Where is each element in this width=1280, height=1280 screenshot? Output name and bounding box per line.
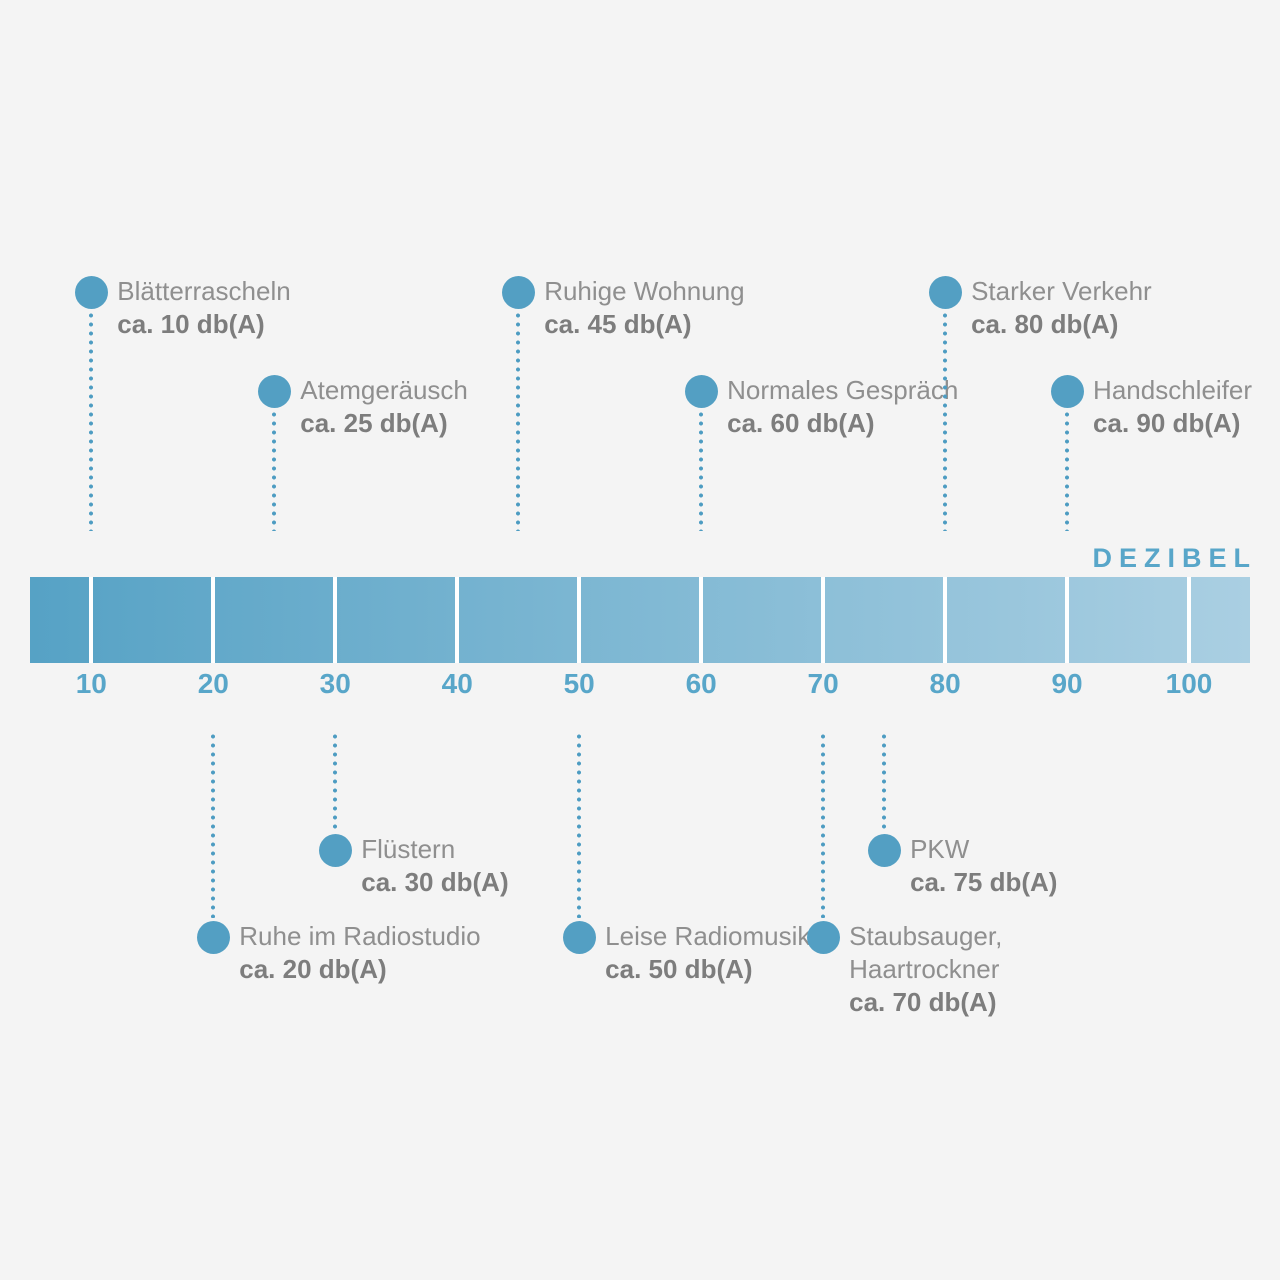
tick-separator [211, 577, 216, 663]
marker-label: Flüstern ca. 30 db(A) [361, 833, 508, 899]
marker-dot [74, 275, 108, 309]
tick-separator [89, 577, 94, 663]
tick-separator [1065, 577, 1070, 663]
marker-label: Handschleifer ca. 90 db(A) [1093, 374, 1252, 440]
marker-value-label: ca. 25 db(A) [300, 408, 448, 438]
tick-separator [699, 577, 704, 663]
tick-label: 80 [929, 668, 961, 699]
marker-label-line: Blätterrascheln [117, 276, 291, 306]
marker-dot [501, 275, 535, 309]
marker-label-line: Handschleifer [1093, 375, 1253, 405]
marker-dot [684, 374, 718, 408]
marker-label: Leise Radiomusik ca. 50 db(A) [605, 920, 810, 986]
tick-label: 90 [1051, 668, 1083, 699]
leader-dotted-line [699, 410, 704, 531]
marker-label: PKW ca. 75 db(A) [910, 833, 1057, 899]
marker-label-line: Atemgeräusch [300, 375, 468, 405]
tick-label: 40 [441, 668, 473, 699]
tick-label: 60 [685, 668, 717, 699]
tick-separator [455, 577, 460, 663]
leader-dotted-line [882, 732, 887, 831]
marker-label-line: Leise Radiomusik [605, 921, 811, 951]
tick-label: 10 [75, 668, 107, 699]
marker-dot [928, 275, 962, 309]
marker-label-line: PKW [910, 834, 970, 864]
marker-dot [562, 920, 596, 954]
marker-label: Normales Gespräch ca. 60 db(A) [727, 374, 958, 440]
marker-value-label: ca. 70 db(A) [849, 987, 997, 1017]
leader-dotted-line [943, 311, 948, 531]
marker-dot [196, 920, 230, 954]
tick-separator [1187, 577, 1192, 663]
marker-dot [806, 920, 840, 954]
marker-label: Blätterrascheln ca. 10 db(A) [117, 275, 290, 341]
marker-label-line: Haartrockner [849, 954, 1000, 984]
marker-value-label: ca. 60 db(A) [727, 408, 875, 438]
marker-label: Starker Verkehr ca. 80 db(A) [971, 275, 1152, 341]
marker-dot [257, 374, 291, 408]
marker-value-label: ca. 50 db(A) [605, 954, 753, 984]
tick-label: 100 [1165, 668, 1213, 699]
tick-label: 70 [807, 668, 839, 699]
marker-label: Atemgeräusch ca. 25 db(A) [300, 374, 468, 440]
marker-label-line: Staubsauger, [849, 921, 1003, 951]
marker-dot [867, 833, 901, 867]
marker-value-label: ca. 75 db(A) [910, 867, 1058, 897]
leader-dotted-line [1065, 410, 1070, 531]
marker-label-line: Ruhige Wohnung [544, 276, 745, 306]
tick-separator [821, 577, 826, 663]
leader-dotted-line [211, 732, 216, 918]
marker-value-label: ca. 45 db(A) [544, 309, 692, 339]
marker-value-label: ca. 80 db(A) [971, 309, 1119, 339]
tick-separator [943, 577, 948, 663]
marker-label: Ruhige Wohnung ca. 45 db(A) [544, 275, 744, 341]
marker-label: Ruhe im Radiostudio ca. 20 db(A) [239, 920, 480, 986]
marker-value-label: ca. 30 db(A) [361, 867, 509, 897]
marker-value-label: ca. 20 db(A) [239, 954, 387, 984]
leader-dotted-line [577, 732, 582, 918]
leader-dotted-line [89, 311, 94, 531]
marker-label-line: Flüstern [361, 834, 456, 864]
marker-label-line: Normales Gespräch [727, 375, 959, 405]
marker-label: Staubsauger, Haartrockner ca. 70 db(A) [849, 920, 1002, 1019]
tick-separator [333, 577, 338, 663]
marker-value-label: ca. 90 db(A) [1093, 408, 1241, 438]
decibel-gradient-bar [30, 577, 1250, 663]
marker-value-label: ca. 10 db(A) [117, 309, 265, 339]
tick-label: 30 [319, 668, 351, 699]
marker-label-line: Ruhe im Radiostudio [239, 921, 481, 951]
leader-dotted-line [272, 410, 277, 531]
leader-dotted-line [516, 311, 521, 531]
marker-dot [1050, 374, 1084, 408]
tick-label: 20 [197, 668, 229, 699]
leader-dotted-line [821, 732, 826, 918]
axis-title-dezibel: DEZIBEL [1092, 543, 1257, 573]
tick-label: 50 [563, 668, 595, 699]
marker-dot [318, 833, 352, 867]
leader-dotted-line [333, 732, 338, 831]
marker-label-line: Starker Verkehr [971, 276, 1152, 306]
tick-separator [577, 577, 582, 663]
